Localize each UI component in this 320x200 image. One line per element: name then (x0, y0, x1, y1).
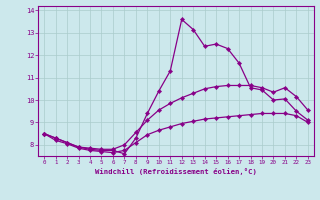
X-axis label: Windchill (Refroidissement éolien,°C): Windchill (Refroidissement éolien,°C) (95, 168, 257, 175)
